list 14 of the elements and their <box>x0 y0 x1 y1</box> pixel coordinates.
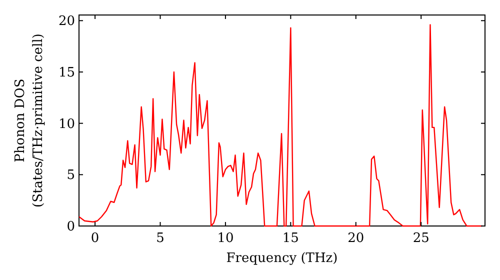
y-tick-label: 20 <box>58 14 75 30</box>
y-axis-title: Phonon DOS (States/THz·primitive cell) <box>13 33 46 208</box>
line-series <box>79 24 483 227</box>
x-axis-title: Frequency (THz) <box>226 251 338 266</box>
y-tick-label: 5 <box>66 168 75 184</box>
x-tick-label: 0 <box>90 231 100 246</box>
x-tick-label: 15 <box>282 231 299 246</box>
y-tick-label: 15 <box>58 66 75 81</box>
y-tick-label: 0 <box>66 220 75 235</box>
x-tick-label: 5 <box>156 231 164 246</box>
y-tick-label: 10 <box>58 116 75 132</box>
x-tick-label: 20 <box>348 231 364 246</box>
x-tick-label: 25 <box>412 231 430 246</box>
x-tick-label: 10 <box>217 231 234 246</box>
